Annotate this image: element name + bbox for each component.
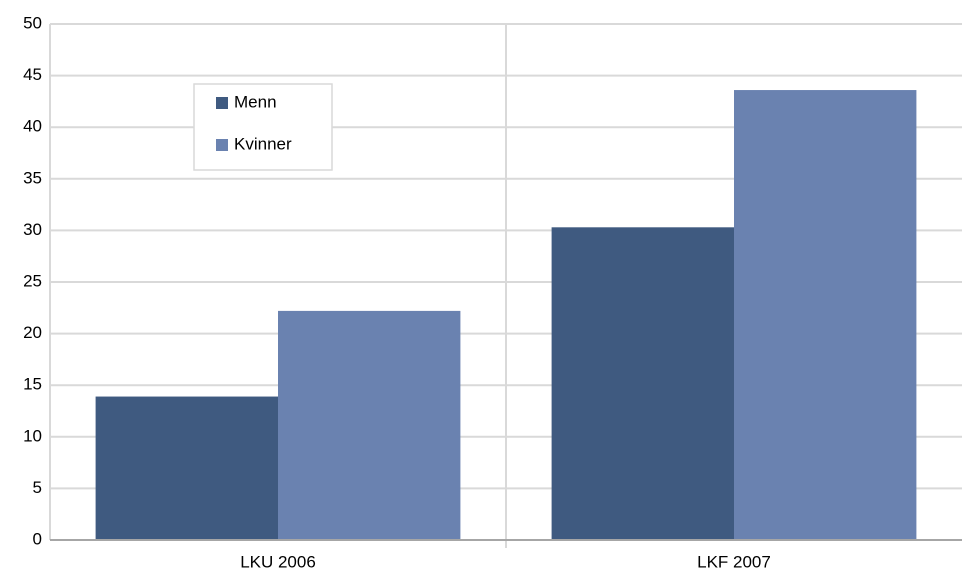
y-tick-label: 15 (23, 375, 42, 394)
legend-swatch (216, 97, 228, 109)
y-tick-label: 25 (23, 271, 42, 290)
y-tick-label: 5 (33, 478, 42, 497)
legend-swatch (216, 139, 228, 151)
x-tick-label: LKU 2006 (240, 552, 316, 571)
y-tick-label: 35 (23, 168, 42, 187)
legend-label: Kvinner (234, 134, 292, 153)
y-tick-label: 20 (23, 323, 42, 342)
y-tick-label: 30 (23, 220, 42, 239)
bar (734, 90, 917, 540)
bar (278, 310, 461, 540)
y-tick-label: 45 (23, 65, 42, 84)
y-tick-label: 40 (23, 117, 42, 136)
y-tick-label: 10 (23, 426, 42, 445)
bar (95, 396, 278, 540)
legend-box (193, 83, 333, 171)
y-tick-label: 50 (23, 13, 42, 32)
y-tick-label: 0 (33, 529, 42, 548)
bar (551, 227, 734, 540)
legend-label: Menn (234, 92, 277, 111)
x-tick-label: LKF 2007 (697, 552, 771, 571)
